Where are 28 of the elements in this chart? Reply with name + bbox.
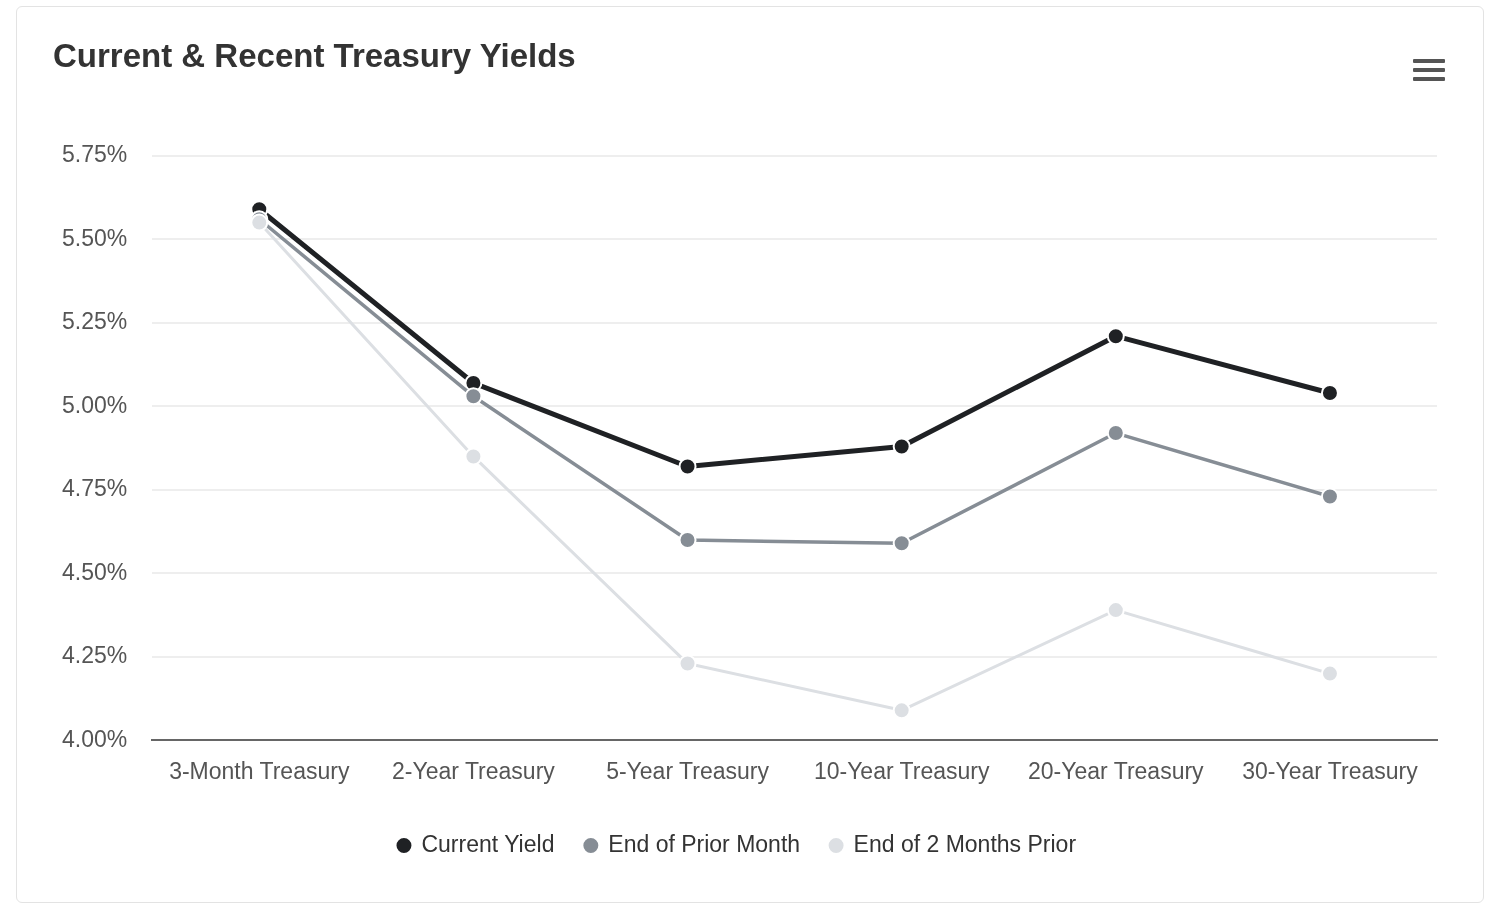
- point: [1320, 664, 1339, 683]
- y-tick-label: 5.00%: [62, 391, 128, 418]
- chart-title: Current & Recent Treasury Yields: [53, 37, 576, 75]
- x-tick-label: 5-Year Treasury: [606, 757, 770, 784]
- x-tick-label: 2-Year Treasury: [392, 757, 556, 784]
- y-tick-label: 4.00%: [62, 725, 128, 752]
- legend-label: End of Prior Month: [608, 830, 801, 857]
- point: [892, 437, 911, 456]
- y-tick-label: 5.50%: [62, 224, 128, 251]
- y-tick-label: 4.50%: [62, 558, 128, 585]
- x-tick-label: 3-Month Treasury: [169, 757, 350, 784]
- point: [1106, 327, 1125, 346]
- x-tick-label: 30-Year Treasury: [1242, 757, 1419, 784]
- point: [678, 457, 697, 476]
- point: [892, 534, 911, 553]
- point: [1320, 487, 1339, 506]
- y-tick-label: 4.25%: [62, 642, 128, 669]
- legend-label: End of 2 Months Prior: [853, 830, 1077, 857]
- x-tick-label: 10-Year Treasury: [813, 757, 990, 784]
- point: [464, 447, 483, 466]
- x-tick-label: 20-Year Treasury: [1028, 757, 1205, 784]
- point: [464, 387, 483, 406]
- y-tick-label: 5.75%: [62, 141, 128, 168]
- y-tick-label: 4.75%: [62, 475, 128, 502]
- point: [892, 701, 911, 720]
- legend-label: Current Yield: [421, 830, 555, 857]
- point: [678, 654, 697, 673]
- y-tick-label: 5.25%: [62, 308, 128, 335]
